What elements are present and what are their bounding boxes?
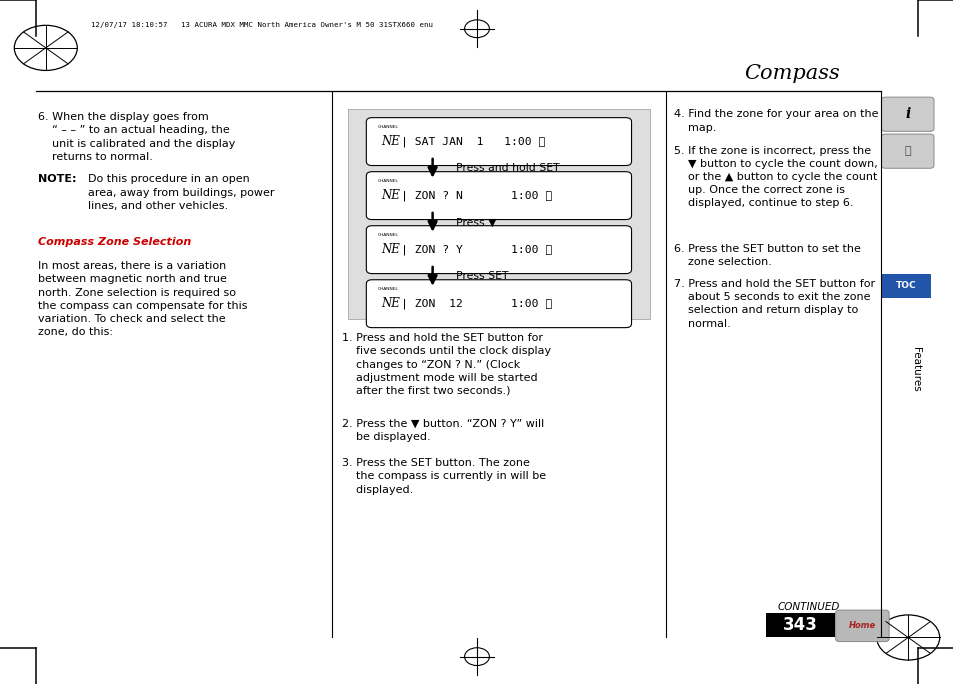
Text: 6. Press the SET button to set the
    zone selection.: 6. Press the SET button to set the zone …	[673, 244, 860, 267]
Text: Press and hold SET: Press and hold SET	[456, 163, 559, 173]
Text: Press ▼: Press ▼	[456, 218, 497, 227]
Text: 4. Find the zone for your area on the
    map.: 4. Find the zone for your area on the ma…	[673, 109, 877, 133]
Text: NOTE:: NOTE:	[38, 174, 76, 185]
Text: 343: 343	[782, 616, 817, 634]
Text: Home: Home	[848, 621, 875, 631]
Text: Features: Features	[910, 347, 920, 392]
Text: CHANNEL: CHANNEL	[377, 233, 398, 237]
Text: Do this procedure in an open
area, away from buildings, power
lines, and other v: Do this procedure in an open area, away …	[88, 174, 274, 211]
Text: | ZON ? Y       1:00 ᴐ: | ZON ? Y 1:00 ᴐ	[400, 244, 552, 255]
Text: Compass Zone Selection: Compass Zone Selection	[38, 237, 192, 247]
Text: 5. If the zone is incorrect, press the
    ▼ button to cycle the count down,
   : 5. If the zone is incorrect, press the ▼…	[673, 146, 877, 209]
Text: | SAT JAN  1   1:00 ᴐ: | SAT JAN 1 1:00 ᴐ	[400, 136, 544, 147]
Text: CONTINUED: CONTINUED	[777, 602, 840, 611]
Text: CHANNEL: CHANNEL	[377, 125, 398, 129]
FancyBboxPatch shape	[348, 109, 649, 319]
Text: | ZON  12       1:00 ᴐ: | ZON 12 1:00 ᴐ	[400, 298, 552, 309]
Text: 3. Press the SET button. The zone
    the compass is currently in will be
    di: 3. Press the SET button. The zone the co…	[341, 458, 545, 495]
Text: Press SET: Press SET	[456, 272, 509, 281]
FancyBboxPatch shape	[366, 226, 631, 274]
Text: 7. Press and hold the SET button for
    about 5 seconds to exit the zone
    se: 7. Press and hold the SET button for abo…	[673, 279, 874, 329]
Text: TOC: TOC	[895, 281, 916, 291]
Text: | ZON ? N       1:00 ᴐ: | ZON ? N 1:00 ᴐ	[400, 190, 552, 201]
Text: i: i	[904, 107, 909, 121]
Text: NE: NE	[381, 189, 400, 202]
Text: NE: NE	[381, 243, 400, 256]
Text: 12/07/17 18:10:57   13 ACURA MDX MMC North America Owner's M 50 31STX660 enu: 12/07/17 18:10:57 13 ACURA MDX MMC North…	[91, 23, 432, 28]
FancyBboxPatch shape	[765, 613, 834, 637]
FancyBboxPatch shape	[881, 134, 933, 168]
FancyBboxPatch shape	[366, 118, 631, 166]
Text: 2. Press the ▼ button. “ZON ? Y” will
    be displayed.: 2. Press the ▼ button. “ZON ? Y” will be…	[341, 419, 543, 442]
Text: NE: NE	[381, 297, 400, 311]
Text: 🚘: 🚘	[903, 146, 910, 156]
FancyBboxPatch shape	[881, 274, 930, 298]
Text: 6. When the display goes from
    “ – – ” to an actual heading, the
    unit is : 6. When the display goes from “ – – ” to…	[38, 112, 235, 162]
FancyBboxPatch shape	[835, 610, 888, 642]
FancyBboxPatch shape	[366, 280, 631, 328]
Text: CHANNEL: CHANNEL	[377, 179, 398, 183]
FancyBboxPatch shape	[366, 172, 631, 220]
Text: In most areas, there is a variation
between magnetic north and true
north. Zone : In most areas, there is a variation betw…	[38, 261, 248, 337]
Text: NE: NE	[381, 135, 400, 148]
FancyBboxPatch shape	[881, 97, 933, 131]
Text: Compass: Compass	[743, 64, 839, 83]
Text: CHANNEL: CHANNEL	[377, 287, 398, 291]
Text: 1. Press and hold the SET button for
    five seconds until the clock display
  : 1. Press and hold the SET button for fiv…	[341, 333, 550, 396]
